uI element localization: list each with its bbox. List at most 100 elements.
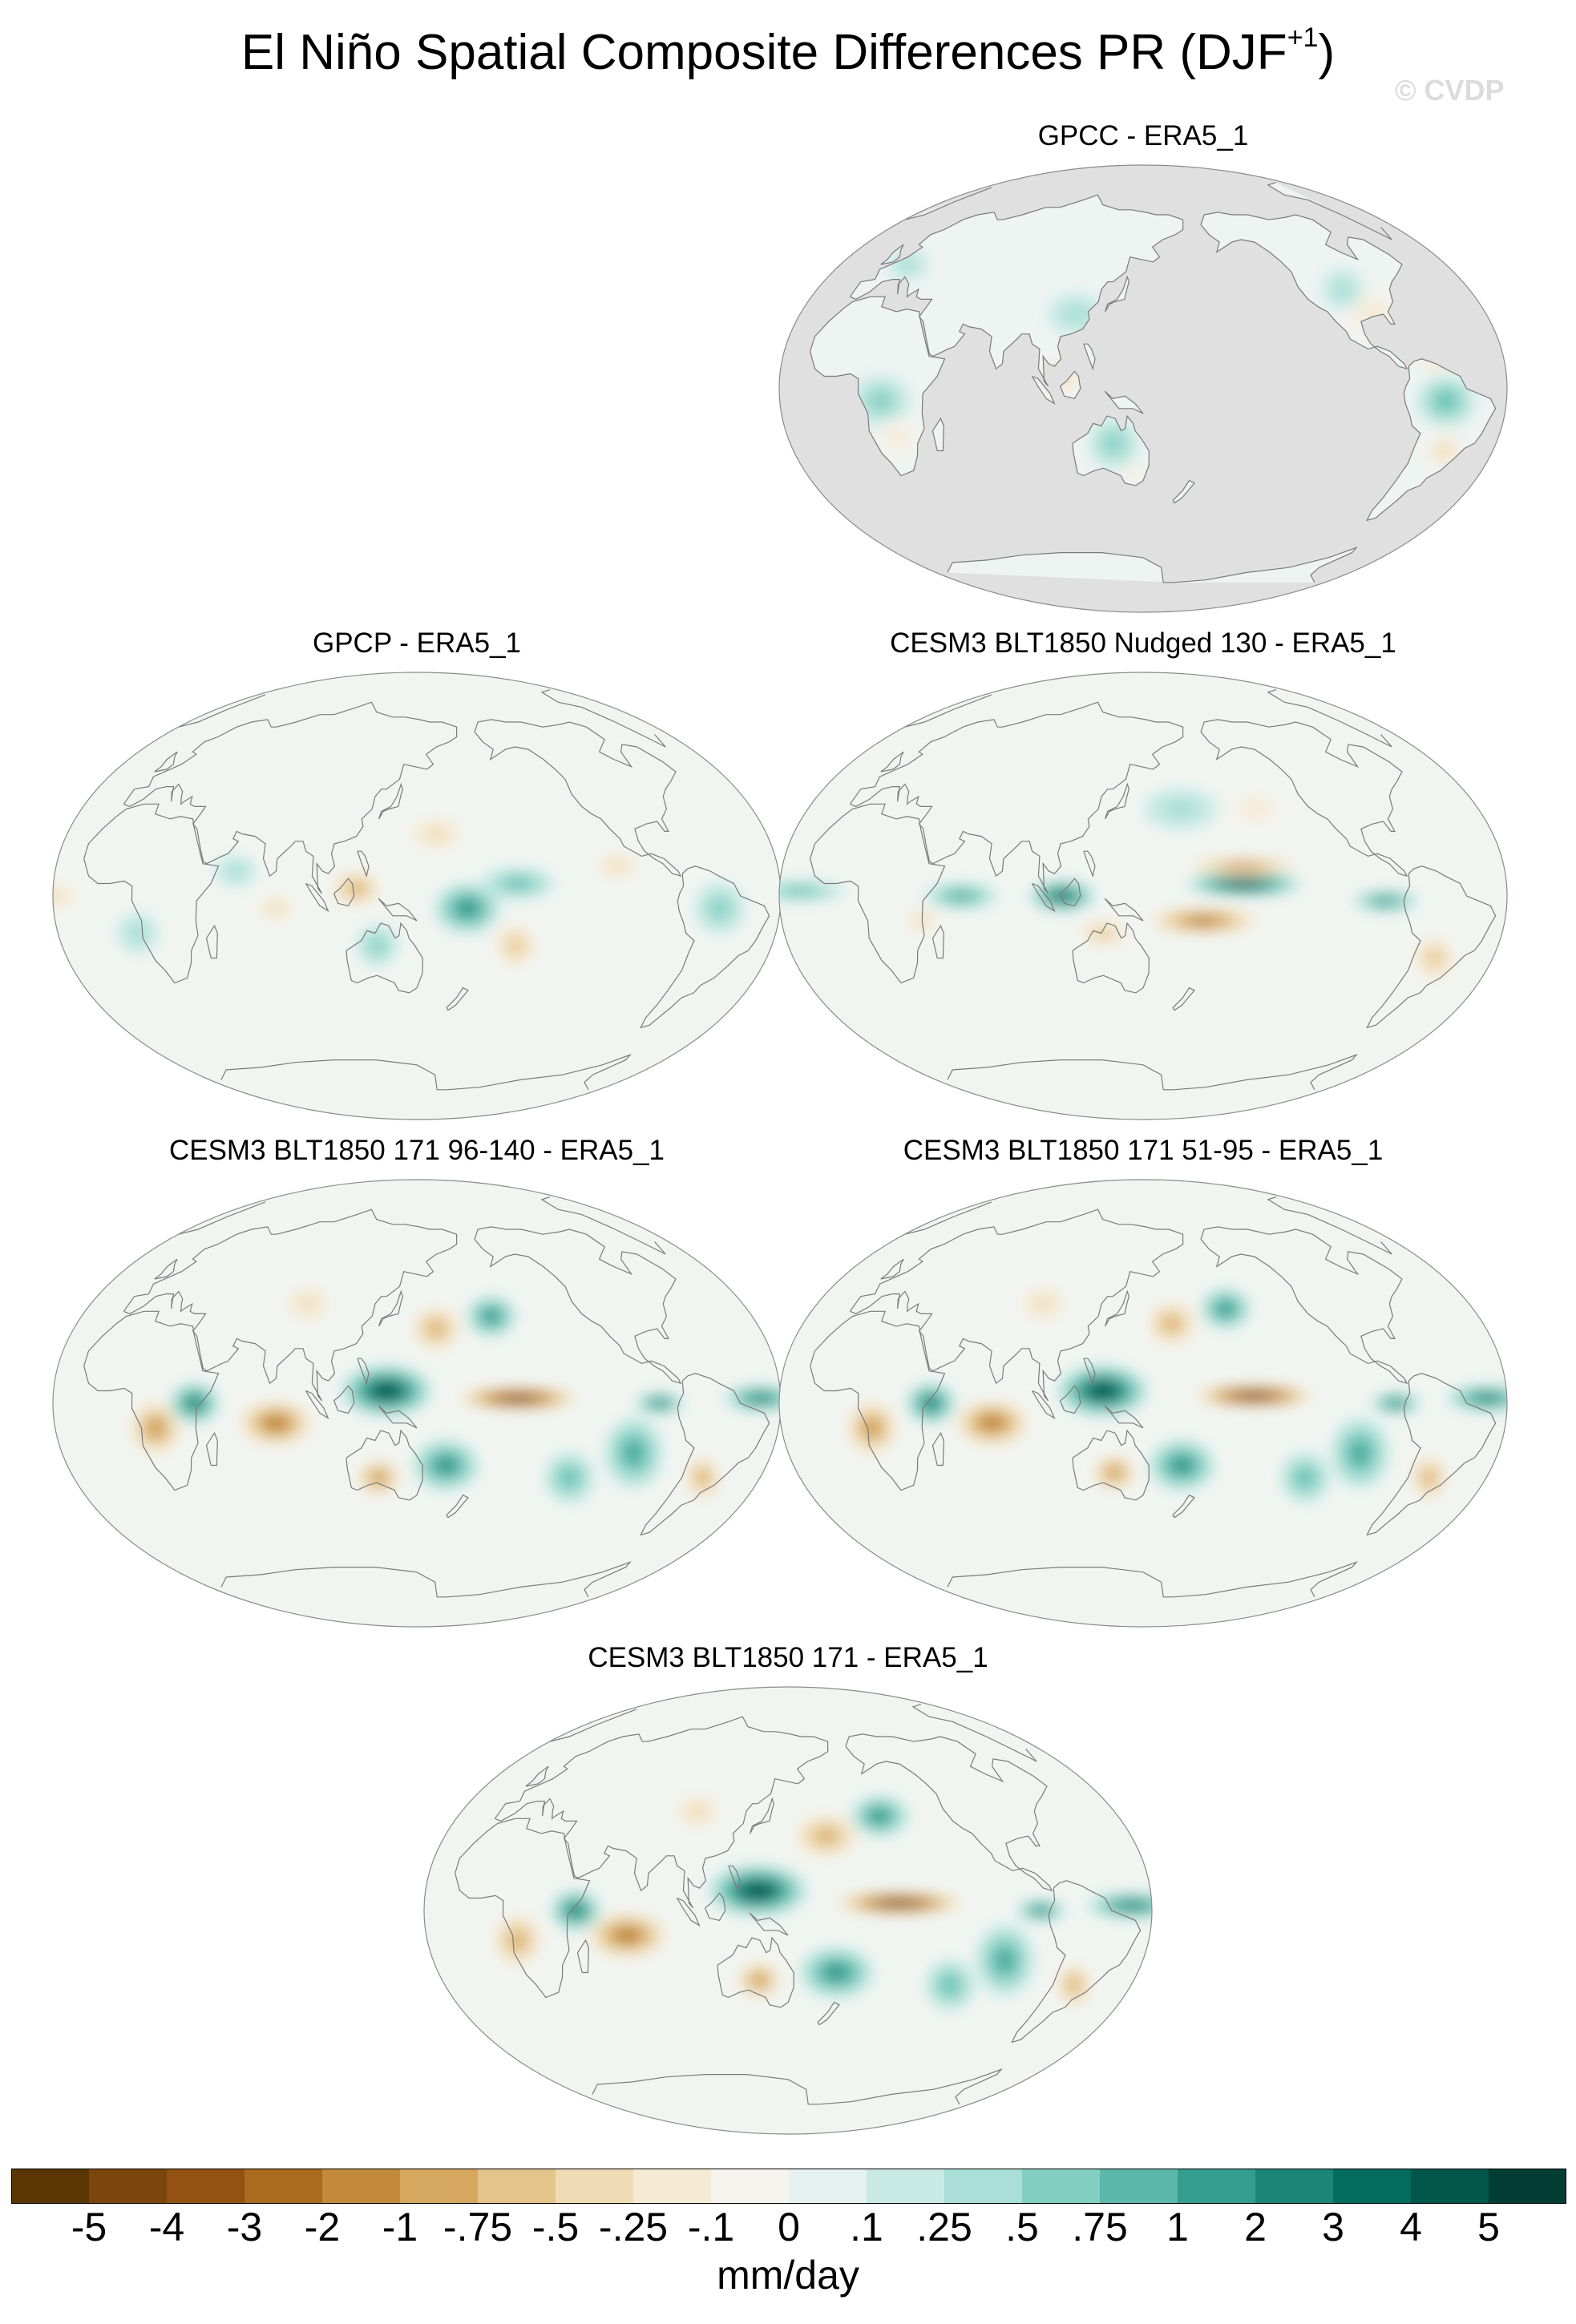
anomaly-contour [1354, 1446, 1366, 1460]
anomaly-contour [1033, 1297, 1053, 1311]
anomaly-contour [1299, 1471, 1311, 1484]
anomaly-contour [788, 888, 811, 894]
map-panel-171-96-140: CESM3 BLT1850 171 96-140 - ERA5_1 [48, 1135, 786, 1632]
anomaly-contour [1096, 929, 1111, 938]
coastline [1366, 1373, 1497, 1536]
coastline [904, 689, 1392, 748]
coastline [880, 244, 904, 265]
anomaly-contour [628, 1446, 640, 1460]
anomaly-contour [1237, 882, 1251, 886]
anomaly-contour [1392, 1402, 1400, 1405]
coastline [1060, 370, 1081, 400]
colorbar-tick-label: 2 [1244, 2205, 1267, 2249]
anomaly-contour [127, 922, 148, 944]
figure-title: El Niño Spatial Composite Differences PR… [0, 22, 1576, 81]
colorbar-tick-label: 5 [1477, 2205, 1500, 2249]
coastline [525, 1765, 549, 1787]
panel-title: CESM3 BLT1850 Nudged 130 - ERA5_1 [890, 627, 1396, 659]
map-panel-gpcp: GPCP - ERA5_1 [48, 627, 786, 1124]
anomaly-contour [999, 1953, 1011, 1967]
coastline [705, 1892, 726, 1922]
coastline [154, 751, 178, 773]
colorbar-swatch [789, 2169, 867, 2204]
anomaly-contour [1424, 1472, 1433, 1483]
anomaly-contour [1437, 444, 1452, 458]
colorbar-swatch [1100, 2169, 1178, 2204]
anomaly-contour [1125, 1903, 1138, 1908]
coastline [849, 701, 1184, 894]
anomaly-contour [1238, 798, 1272, 820]
anomaly-contour [1428, 951, 1441, 965]
coastline [446, 986, 469, 1011]
coastline [220, 1561, 632, 1598]
anomaly-contour [620, 1931, 634, 1939]
anomaly-contour [53, 890, 64, 902]
coastline [717, 1936, 794, 2008]
anomaly-contour [1105, 434, 1122, 452]
anomaly-contour [1233, 864, 1254, 868]
map-border [778, 164, 1508, 613]
anomaly-contour [752, 1887, 764, 1894]
coastline [931, 417, 944, 452]
map-171 [423, 1686, 1153, 2135]
coastline [750, 1797, 774, 1834]
map-border [778, 1179, 1508, 1628]
coastline [880, 1258, 904, 1280]
coastline [205, 1431, 218, 1467]
coastline [83, 803, 220, 984]
map-171-51-95 [778, 1179, 1508, 1628]
coastline [357, 1358, 370, 1386]
map-panel-171-51-95: CESM3 BLT1850 171 51-95 - ERA5_1 [774, 1135, 1512, 1632]
anomaly-contour [1109, 1469, 1119, 1477]
colorbar-tick-label: -.75 [442, 2205, 513, 2249]
colorbar-tick-label: -1 [382, 2205, 418, 2249]
coastline [123, 701, 458, 894]
colorbar-tick-label: -.25 [598, 2205, 669, 2249]
anomaly-contour [953, 893, 969, 899]
colorbar-swatch [1411, 2169, 1489, 2204]
anomaly-contour [1057, 894, 1067, 898]
anomaly-contour [830, 1968, 843, 1977]
coastline [1031, 375, 1056, 405]
colorbar-swatch [711, 2169, 790, 2204]
colorbar-swatch [556, 2169, 634, 2204]
map-panel-171: CESM3 BLT1850 171 - ERA5_1 [419, 1642, 1157, 2139]
colorbar-units: mm/day [717, 2253, 859, 2298]
coastline [880, 751, 904, 773]
colorbar-tick-label: 4 [1400, 2205, 1422, 2249]
anomaly-contour [711, 899, 729, 918]
colorbar-tick-label: 3 [1322, 2205, 1344, 2249]
coastline [1072, 1429, 1150, 1501]
anomaly-contour [191, 1400, 199, 1406]
anomaly-contour [1332, 279, 1353, 300]
anomaly-contour [298, 1297, 318, 1311]
anomaly-contour [508, 879, 527, 888]
coastline [357, 850, 370, 878]
coastline [1200, 719, 1408, 878]
anomaly-contour [430, 1323, 442, 1334]
coastline [1366, 358, 1497, 522]
colorbar-swatch [244, 2169, 323, 2204]
coastline [947, 1054, 1358, 1091]
anomaly-contour [871, 392, 891, 410]
coastline [1031, 1390, 1056, 1420]
colorbar-tick-label: -3 [226, 2205, 263, 2249]
colorbar-tick-label: .75 [1072, 2205, 1128, 2249]
coastline [154, 1258, 178, 1280]
coastline [1105, 1289, 1129, 1327]
map-border [423, 1686, 1153, 2135]
coastline [549, 1704, 1037, 1762]
colorbar-tick-label: .5 [1005, 2205, 1039, 2249]
coastline [1105, 782, 1129, 820]
colorbar-swatch [1255, 2169, 1334, 2204]
anomaly-contour [687, 1804, 708, 1818]
anomaly-contour [1221, 1305, 1230, 1313]
coastline [305, 882, 329, 913]
anomaly-contour [875, 1812, 885, 1820]
anomaly-contour [754, 1976, 764, 1984]
colorbar-swatch [1178, 2169, 1256, 2204]
figure-title-close: ) [1318, 25, 1336, 80]
coastline [1172, 479, 1195, 504]
anomaly-contour [1166, 1318, 1178, 1329]
anomaly-contour [511, 1397, 525, 1400]
